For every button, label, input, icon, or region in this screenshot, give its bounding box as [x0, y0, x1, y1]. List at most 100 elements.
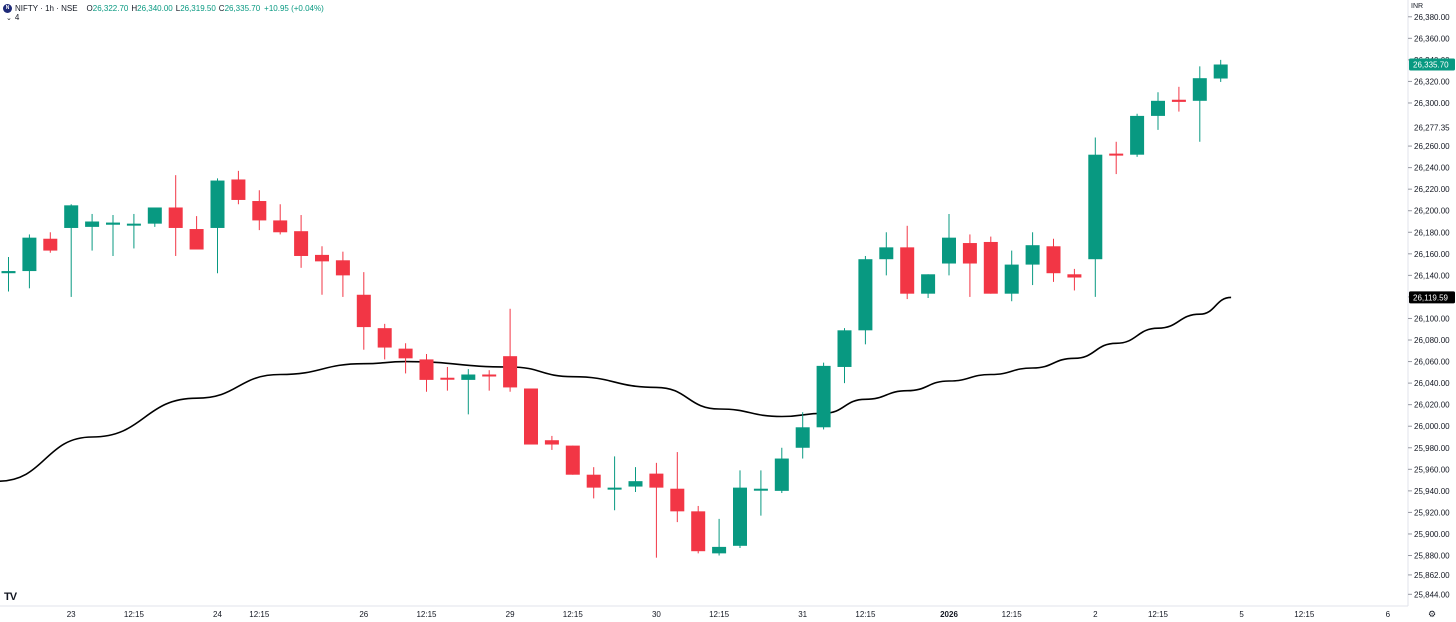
candle	[168, 175, 183, 256]
y-tick-label: 26,240.00	[1414, 164, 1450, 173]
candle	[461, 369, 476, 415]
candle	[628, 467, 643, 492]
candle	[64, 204, 79, 297]
y-tick-label: 25,880.00	[1414, 552, 1450, 561]
candle-body	[670, 488, 685, 512]
candle-body	[1025, 245, 1040, 265]
y-tick-label: 25,980.00	[1414, 444, 1450, 453]
candle-body	[356, 294, 371, 328]
moving-average-line	[0, 296, 1232, 482]
symbol-title[interactable]: NIFTY · 1h · NSE	[15, 3, 78, 13]
candle-body	[983, 241, 998, 294]
candle-body	[315, 254, 329, 262]
high-label: H	[131, 3, 138, 13]
y-tick-label: 26,360.00	[1414, 34, 1450, 43]
candle-body	[837, 330, 852, 367]
y-tick-label: 26,160.00	[1414, 250, 1450, 259]
candle-body	[691, 511, 706, 552]
candle	[942, 213, 956, 276]
candle-body	[1151, 100, 1165, 116]
candle	[524, 388, 538, 445]
candle-body	[586, 474, 601, 488]
y-tick-label: 26,200.00	[1414, 207, 1450, 216]
candle	[503, 308, 518, 392]
candle	[85, 213, 100, 251]
chevron-down-icon[interactable]: ⌄	[6, 14, 12, 22]
candle	[1046, 238, 1061, 282]
candle-body	[753, 488, 768, 491]
open-value: 26,322.70	[92, 3, 129, 13]
y-tick-label: 25,940.00	[1414, 487, 1450, 496]
gear-icon[interactable]: ⚙	[1428, 609, 1437, 619]
candle	[983, 236, 998, 294]
close-label: C	[218, 3, 225, 13]
candle-body	[524, 388, 538, 445]
candle-body	[482, 374, 497, 377]
candle-body	[1004, 264, 1019, 294]
y-tick-label: 26,380.00	[1414, 13, 1450, 22]
y-tick-label: 25,960.00	[1414, 465, 1450, 474]
candle	[210, 178, 225, 274]
candle-body	[252, 201, 267, 221]
candle-body	[398, 348, 413, 359]
x-tick-label: 31	[798, 610, 807, 619]
candle-body	[294, 231, 309, 256]
candle	[607, 456, 622, 511]
candle	[774, 447, 789, 494]
nse-flag-icon: N	[3, 3, 12, 13]
x-tick-label: 2	[1093, 610, 1098, 619]
candle	[544, 435, 559, 450]
time-axis[interactable]: 23 12:15 24 12:15 26 12:15 29 12:15 30 12:15 31 12:…	[0, 605, 1408, 619]
price-tag-bg	[1409, 291, 1455, 304]
candle	[106, 215, 120, 256]
candle-body	[733, 487, 747, 546]
y-tick-label: 26,100.00	[1414, 314, 1450, 323]
y-tick-label: 26,060.00	[1414, 358, 1450, 367]
candle	[231, 170, 246, 205]
candle	[1, 257, 16, 292]
indicator-count: 4	[14, 13, 20, 22]
candle	[586, 467, 601, 499]
currency-label[interactable]: INR	[1411, 3, 1424, 10]
candle	[335, 251, 350, 297]
tradingview-logo[interactable]: TV	[4, 591, 17, 603]
candle-body	[879, 247, 894, 260]
candle	[147, 207, 162, 227]
candle-body	[649, 473, 664, 488]
x-tick-label: 23	[67, 610, 76, 619]
candle	[1088, 137, 1103, 297]
candle	[1109, 141, 1124, 175]
candle	[691, 505, 706, 554]
y-tick-label: 26,320.00	[1414, 77, 1450, 86]
candle	[837, 328, 852, 384]
price-tag-bg	[1409, 58, 1455, 71]
symbol-legend[interactable]: N NIFTY · 1h · NSE O 26,322.70 H 26,340.…	[3, 2, 324, 14]
y-tick-label: 26,040.00	[1414, 379, 1450, 388]
y-tick-label: 26,140.00	[1414, 271, 1450, 280]
y-tick-label: 25,920.00	[1414, 508, 1450, 517]
candle-body	[1213, 64, 1228, 79]
x-tick-label: 30	[652, 610, 661, 619]
price-axis[interactable]: 25,844.00 25,862.00 25,880.00 25,900.00 25,9…	[1407, 0, 1450, 606]
candles-layer	[1, 59, 1228, 558]
candle-body	[962, 243, 977, 264]
candle	[858, 255, 873, 345]
candle	[879, 232, 894, 276]
candle	[733, 470, 747, 548]
indicators-toggle[interactable]: ⌄ 4	[6, 13, 19, 22]
candle-body	[440, 377, 455, 380]
x-tick-label: 12:15	[1002, 610, 1023, 619]
ma-value-tag: 26,119.59	[1409, 291, 1455, 304]
x-tick-label: 12:15	[249, 610, 270, 619]
candle-body	[1130, 115, 1145, 155]
x-tick-label: 12:15	[1148, 610, 1169, 619]
candle	[1025, 232, 1040, 286]
y-tick-label: 25,900.00	[1414, 530, 1450, 539]
x-tick-label: 5	[1239, 610, 1244, 619]
x-tick-label: 26	[359, 610, 368, 619]
candle-body	[1, 271, 16, 274]
candle-body	[106, 222, 120, 225]
candle	[43, 232, 58, 253]
candle	[795, 412, 810, 459]
